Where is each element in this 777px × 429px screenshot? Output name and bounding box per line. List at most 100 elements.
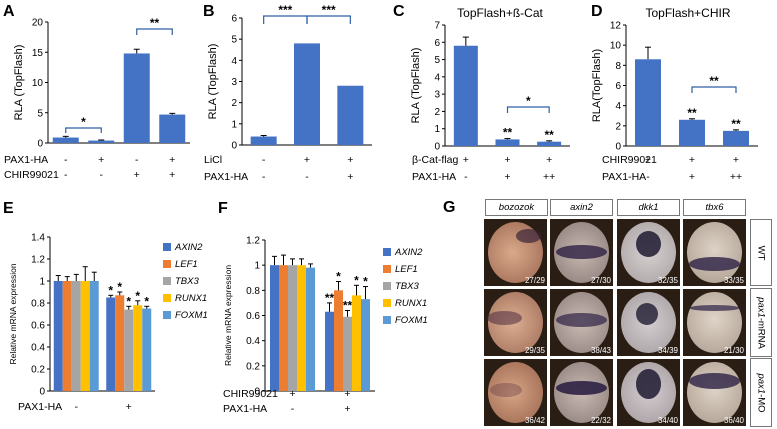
y-axis-label: Relative mRNA expression (8, 263, 18, 364)
row-label-pax1-mo: pax1-MO (750, 358, 772, 427)
legend-swatch (163, 260, 171, 268)
embryo-image-pax1-mrna-axin2: 38/43 (550, 289, 613, 356)
legend-label: RUNX1 (175, 293, 207, 304)
bar (250, 136, 277, 145)
significance-star: * (108, 283, 113, 297)
bar (288, 265, 297, 391)
condition-mark: + (689, 171, 695, 183)
embryo-count: 38/43 (590, 346, 611, 355)
condition-mark: - (135, 154, 139, 166)
significance-star: * (144, 294, 149, 308)
condition-mark: ++ (730, 171, 742, 183)
panel-letter-d: D (591, 3, 603, 20)
y-tick-label: 0.8 (31, 299, 45, 310)
embryo-count: 36/42 (524, 416, 545, 425)
embryo-count: 33/35 (723, 276, 744, 285)
embryo-count: 34/39 (657, 346, 678, 355)
bar (723, 130, 749, 146)
condition-mark: - (464, 171, 468, 183)
legend-swatch (383, 265, 391, 273)
legend-label: LEF1 (175, 259, 198, 270)
condition-label: PAX1-HA (204, 171, 248, 183)
significance-star: * (336, 270, 341, 284)
bar (53, 281, 63, 391)
embryo-image-pax1-mrna-bozozok: 29/35 (484, 289, 547, 356)
y-tick-label: 3 (434, 90, 440, 101)
significance-label: ** (150, 16, 160, 30)
significance-star: * (135, 289, 140, 303)
condition-mark: + (289, 388, 295, 400)
bar (352, 295, 361, 391)
y-tick-label: 0.4 (31, 343, 45, 354)
legend-swatch (383, 282, 391, 290)
y-tick-label: 1 (39, 277, 45, 288)
y-tick-label: 4 (231, 56, 237, 67)
condition-mark: + (169, 154, 175, 166)
legend-label: LEF1 (395, 264, 418, 275)
y-tick-label: 4 (615, 101, 621, 112)
bar (52, 137, 79, 143)
significance-star: ** (325, 291, 335, 305)
bar (88, 140, 115, 143)
embryo-image-wt-bozozok: 27/29 (484, 219, 547, 286)
condition-mark: - (262, 171, 266, 183)
y-tick-label: 0 (615, 142, 621, 153)
legend-label: AXIN2 (174, 242, 203, 253)
condition-mark: - (305, 171, 309, 183)
condition-mark: - (262, 154, 266, 166)
y-tick-label: 2 (231, 98, 237, 109)
embryo-count: 27/29 (524, 276, 545, 285)
y-tick-label: 7 (434, 21, 440, 32)
bar (80, 281, 90, 391)
significance-label: * (526, 94, 531, 108)
significance-star: * (117, 280, 122, 294)
y-tick-label: 0.6 (246, 311, 260, 322)
condition-mark: + (546, 154, 552, 166)
legend-label: TBX3 (175, 276, 199, 287)
bar (123, 53, 150, 143)
condition-label: LiCl (204, 154, 222, 166)
y-tick-label: 0.2 (246, 361, 260, 372)
condition-mark: - (64, 154, 68, 166)
panel-letter-a: A (3, 3, 15, 20)
significance-bracket (306, 15, 351, 24)
chart-title: TopFlash+ß-Cat (457, 6, 543, 20)
significance-star: ** (687, 106, 697, 120)
condition-label: CHIR99021 (602, 154, 657, 166)
y-tick-label: 12 (610, 21, 622, 32)
embryo-image-wt-dkk1: 32/35 (617, 219, 680, 286)
y-tick-label: 15 (32, 48, 44, 59)
significance-bracket (691, 86, 737, 93)
condition-mark: + (134, 169, 140, 181)
y-tick-label: 1 (254, 261, 260, 272)
embryo-count: 27/30 (590, 276, 611, 285)
legend-swatch (163, 294, 171, 302)
condition-mark: - (646, 171, 650, 183)
row-label-wt: WT (750, 219, 772, 286)
embryo-image-pax1-mrna-dkk1: 34/39 (617, 289, 680, 356)
bar (124, 309, 134, 391)
condition-label: β-Cat-flag (412, 154, 458, 166)
significance-bracket (263, 15, 308, 24)
chart-panel-d: D TopFlash+CHIR RLA(TopFlash) 0 2 4 6 8 10 12 ** *… (591, 3, 758, 183)
bar (361, 299, 370, 391)
y-tick-label: 0.4 (246, 336, 260, 347)
embryo-count: 32/35 (657, 276, 678, 285)
y-tick-label: 10 (32, 78, 44, 89)
chart-panel-e: E Relative mRNA expression 0 0.2 0.4 0.6 0.8 1… (3, 200, 208, 413)
y-tick-label: 0 (434, 142, 440, 153)
y-tick-label: 5 (231, 35, 237, 46)
condition-label: PAX1-HA (4, 154, 48, 166)
column-header-dkk1: dkk1 (617, 199, 680, 216)
y-tick-label: 2 (615, 121, 621, 132)
y-tick-label: 1.2 (31, 255, 45, 266)
y-tick-label: 10 (610, 41, 622, 52)
significance-star: * (363, 275, 368, 289)
bar (106, 297, 116, 391)
significance-bracket (506, 106, 550, 113)
y-tick-label: 5 (37, 108, 43, 119)
bar (159, 114, 186, 143)
y-tick-label: 5 (434, 55, 440, 66)
y-tick-label: 2 (434, 107, 440, 118)
